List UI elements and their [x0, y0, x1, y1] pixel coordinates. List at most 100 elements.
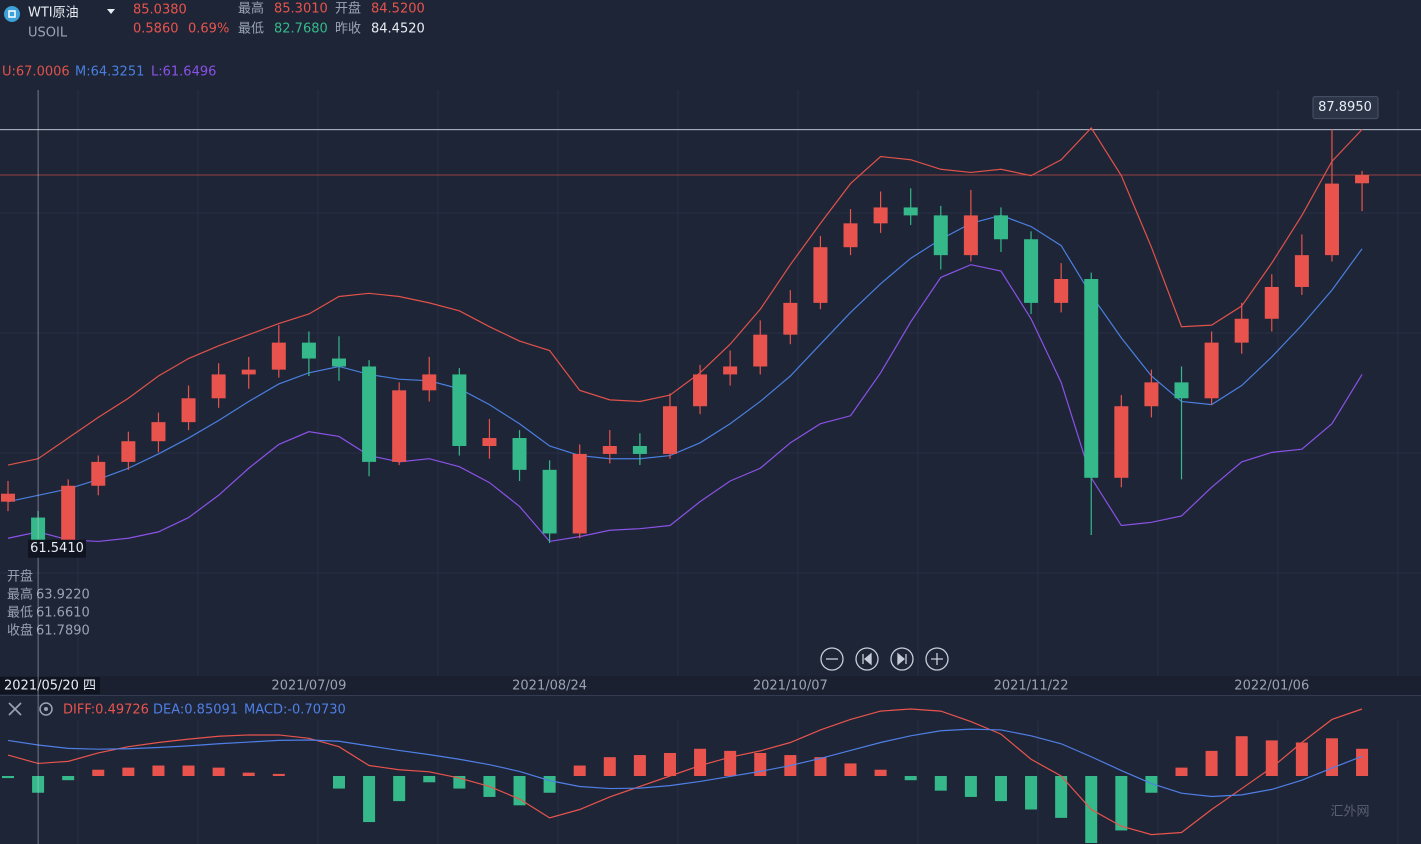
- x-tick-label: 2021/10/07: [753, 679, 828, 694]
- candle-body: [723, 366, 738, 375]
- candle-body: [301, 342, 316, 359]
- crosshair-price-box: [28, 539, 86, 558]
- macd-bar: [1265, 740, 1278, 776]
- symbol-icon-glyph: [8, 10, 16, 18]
- macd-bar: [2, 776, 14, 779]
- symbol-icon[interactable]: [4, 6, 20, 22]
- candle-body: [1234, 318, 1249, 343]
- candle-body: [452, 374, 467, 446]
- macd-bar: [694, 748, 707, 776]
- max-price-label: 87.8950: [1318, 100, 1372, 115]
- macd-line: [7, 728, 1363, 798]
- boll-line: [7, 264, 1363, 543]
- candle-body: [963, 215, 978, 256]
- stat-label: 最低: [238, 22, 264, 37]
- macd-bar: [1175, 767, 1188, 776]
- stat-value: 84.5200: [371, 2, 425, 17]
- boll-mid: M:64.3251: [75, 65, 144, 80]
- candle-body: [903, 207, 918, 216]
- crosshair-label: 最高: [7, 587, 33, 603]
- close-indicator[interactable]: [8, 702, 22, 716]
- macd-bar: [363, 776, 376, 823]
- macd-bar: [92, 769, 105, 776]
- candle-body: [783, 302, 798, 335]
- x-tick-label: 2021/11/22: [994, 679, 1069, 694]
- candle-body: [1114, 406, 1129, 478]
- grid: [0, 90, 1421, 844]
- candle-body: [1144, 382, 1159, 407]
- crosshair-date: 2021/05/20 四: [4, 679, 96, 694]
- indicator-settings[interactable]: [39, 702, 53, 716]
- stat-value: 84.4520: [371, 22, 425, 37]
- macd-bar: [724, 750, 737, 776]
- stat-label: 最高: [238, 1, 264, 17]
- macd-bar: [272, 773, 285, 776]
- symbol-code: USOIL: [28, 26, 68, 41]
- macd-bar: [904, 776, 917, 781]
- stat-value: 85.3010: [274, 2, 328, 17]
- boll-lower: L:61.6496: [151, 65, 216, 80]
- x-tick-label: 2021/08/24: [512, 679, 587, 694]
- macd-bar: [212, 767, 225, 776]
- macd-bar: [934, 776, 947, 791]
- crosshair-label: 开盘: [7, 569, 33, 585]
- macd-bar: [152, 765, 165, 776]
- macd-bar: [603, 757, 616, 776]
- candle-body: [1294, 255, 1309, 287]
- macd-bar: [1055, 776, 1068, 818]
- zoom-in[interactable]: [925, 647, 949, 671]
- candle-body: [331, 358, 346, 367]
- candle-body: [933, 215, 948, 256]
- macd-bar: [1205, 750, 1218, 776]
- macd-bar: [1356, 748, 1369, 776]
- candle-body: [632, 445, 647, 454]
- max-price-box: [1312, 96, 1379, 120]
- crosshair-label: 收盘: [7, 623, 33, 639]
- macd-bar: [1295, 742, 1308, 776]
- watermark: 汇外网: [1330, 805, 1369, 820]
- macd-bar: [182, 765, 195, 776]
- symbol-dropdown[interactable]: [107, 9, 115, 14]
- macd-bar: [1115, 776, 1128, 831]
- candle-body: [1324, 183, 1339, 256]
- boll-line: [7, 126, 1363, 466]
- crosshair-price: 61.5410: [30, 541, 84, 556]
- crosshair-date-box: [0, 677, 100, 694]
- macd-bar: [242, 772, 255, 776]
- candle-body: [151, 422, 166, 442]
- candle-body: [241, 369, 256, 375]
- candle-body: [1264, 286, 1279, 319]
- go-start[interactable]: [855, 647, 879, 671]
- crosshair-label: 最低: [7, 606, 33, 621]
- go-end[interactable]: [890, 647, 914, 671]
- candle-body: [1054, 279, 1069, 303]
- candle-body: [843, 223, 858, 248]
- macd-bar: [393, 776, 406, 802]
- stat-label: 昨收: [335, 22, 361, 37]
- macd-bar: [994, 776, 1007, 802]
- macd-bar: [814, 757, 827, 776]
- candle-body: [993, 215, 1008, 240]
- candle-body: [271, 342, 286, 370]
- symbol[interactable]: WTI原油: [28, 6, 79, 21]
- candle-body: [572, 453, 587, 534]
- candle-body: [512, 438, 527, 470]
- date-strip: [0, 676, 1421, 695]
- candle-body: [1174, 382, 1189, 399]
- candle-body: [362, 366, 377, 462]
- candle-body: [602, 445, 617, 454]
- candle-body: [1084, 279, 1099, 478]
- candle-body: [813, 247, 828, 303]
- zoom-out[interactable]: [820, 647, 844, 671]
- candle-body: [542, 469, 557, 534]
- candle-body: [873, 207, 888, 224]
- stat-label: 开盘: [335, 1, 361, 17]
- crosshair-value: 61.7890: [36, 624, 90, 639]
- candle-body: [392, 390, 407, 462]
- candle-body: [1, 493, 15, 502]
- x-tick-label: 2022/01/06: [1234, 679, 1309, 694]
- macd-bar: [1235, 736, 1248, 776]
- candle-body: [1355, 175, 1370, 184]
